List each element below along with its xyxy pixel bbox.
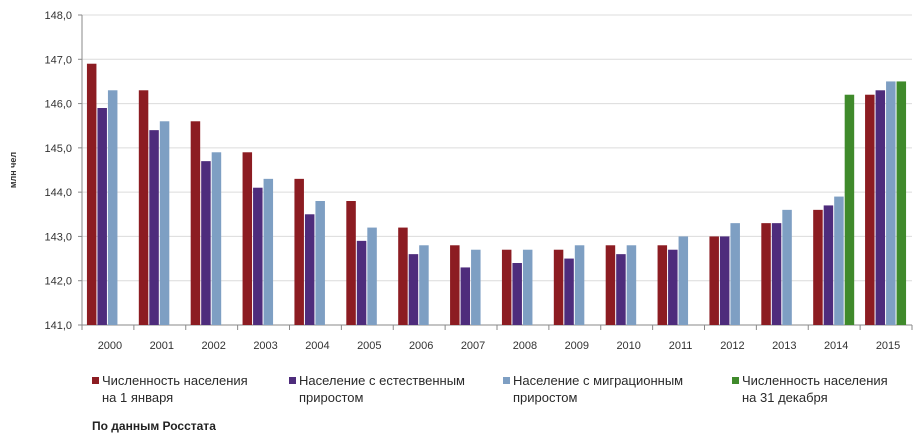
- x-tick-label: 2011: [669, 340, 693, 352]
- bar-2014-series-1: [813, 209, 823, 325]
- bar-2013-series-3: [782, 209, 792, 325]
- bar-2006-series-2: [408, 254, 419, 325]
- bar-2000-series-3: [107, 90, 118, 326]
- bar-2010-series-2: [616, 254, 626, 325]
- bar-2008-series-2: [512, 263, 522, 325]
- legend-item-jan-1: Численность населения на 1 января: [92, 372, 257, 406]
- bar-2001-series-2: [149, 130, 159, 325]
- bar-2011-series-1: [657, 245, 668, 325]
- bar-2005-series-3: [367, 227, 377, 325]
- x-tick-label: 2015: [876, 340, 900, 352]
- y-tick-label: 143,0: [44, 231, 72, 243]
- x-tick-label: 2012: [720, 340, 744, 352]
- legend-item-natural-growth: Население с естественным приростом: [289, 372, 489, 406]
- bar-2014-series-2: [823, 205, 834, 325]
- legend-item-dec-31: Численность населения на 31 декабря: [732, 372, 897, 406]
- bar-2000-series-1: [86, 63, 97, 325]
- bar-2001-series-3: [159, 121, 170, 326]
- bar-2003-series-2: [253, 187, 263, 325]
- bar-2013-series-2: [771, 223, 782, 325]
- x-tick-label: 2005: [357, 340, 381, 352]
- x-tick-label: 2009: [565, 340, 589, 352]
- legend-marker-natural-growth: [289, 377, 296, 384]
- bar-2013-series-1: [761, 223, 771, 325]
- bar-2007-series-1: [450, 245, 460, 325]
- x-tick-label: 2006: [409, 340, 433, 352]
- legend-item-migration-growth: Население с миграционным приростом: [503, 372, 708, 406]
- y-tick-label: 148,0: [44, 10, 72, 22]
- x-tick-label: 2001: [150, 340, 174, 352]
- y-tick-label: 146,0: [44, 99, 72, 111]
- bar-2008-series-3: [522, 249, 533, 325]
- legend-marker-jan-1: [92, 377, 99, 384]
- bar-2005-series-2: [356, 240, 367, 325]
- bar-2012-series-2: [719, 236, 730, 325]
- source-note: По данным Росстата: [92, 419, 216, 433]
- x-tick-label: 2008: [513, 340, 537, 352]
- x-tick-label: 2002: [201, 340, 225, 352]
- x-tick-label: 2010: [616, 340, 640, 352]
- legend-label-migration-growth: Население с миграционным приростом: [513, 373, 684, 405]
- bar-2009-series-1: [553, 249, 564, 325]
- bar-2002-series-3: [211, 152, 222, 325]
- bar-2009-series-2: [564, 258, 574, 325]
- bar-2002-series-1: [190, 121, 201, 326]
- bar-2005-series-1: [346, 201, 356, 325]
- x-tick-label: 2013: [772, 340, 796, 352]
- bar-2006-series-1: [398, 227, 408, 325]
- bar-2009-series-3: [574, 245, 585, 325]
- x-tick-label: 2014: [824, 340, 848, 352]
- bar-2001-series-1: [138, 90, 149, 326]
- x-tick-label: 2007: [461, 340, 485, 352]
- bar-2012-series-1: [709, 236, 719, 325]
- y-tick-label: 145,0: [44, 143, 72, 155]
- legend-marker-migration-growth: [503, 377, 510, 384]
- bar-2015-series-2: [875, 90, 886, 326]
- bar-2002-series-2: [201, 161, 211, 325]
- y-tick-label: 141,0: [44, 320, 72, 332]
- bar-2004-series-3: [315, 201, 325, 325]
- legend-label-jan-1: Численность населения на 1 января: [102, 373, 248, 405]
- y-tick-label: 144,0: [44, 187, 72, 199]
- bar-2010-series-3: [626, 245, 637, 325]
- legend-label-natural-growth: Население с естественным приростом: [299, 373, 465, 405]
- x-tick-label: 2004: [305, 340, 329, 352]
- x-tick-label: 2003: [253, 340, 277, 352]
- bar-2004-series-2: [304, 214, 315, 325]
- bar-2006-series-3: [419, 245, 429, 325]
- bar-2008-series-1: [501, 249, 512, 325]
- bar-2007-series-3: [471, 249, 481, 325]
- bar-2011-series-2: [668, 249, 678, 325]
- bar-2011-series-3: [678, 236, 689, 325]
- legend-label-dec-31: Численность населения на 31 декабря: [742, 373, 888, 405]
- bar-2014-series-4: [844, 94, 855, 325]
- bar-2010-series-1: [605, 245, 616, 325]
- y-axis-title: млн чел: [8, 152, 18, 189]
- bar-2003-series-3: [263, 178, 274, 325]
- bar-2000-series-2: [97, 108, 107, 325]
- bar-2004-series-1: [294, 178, 304, 325]
- bar-2007-series-2: [460, 267, 471, 325]
- bar-2015-series-4: [896, 81, 907, 325]
- bar-2012-series-3: [730, 223, 740, 325]
- x-tick-label: 2000: [98, 340, 122, 352]
- bar-2003-series-1: [242, 152, 253, 325]
- y-tick-label: 147,0: [44, 54, 72, 66]
- bar-2015-series-1: [865, 94, 875, 325]
- y-tick-label: 142,0: [44, 276, 72, 288]
- bar-2015-series-3: [886, 81, 896, 325]
- legend-marker-dec-31: [732, 377, 739, 384]
- bar-2014-series-3: [834, 196, 844, 325]
